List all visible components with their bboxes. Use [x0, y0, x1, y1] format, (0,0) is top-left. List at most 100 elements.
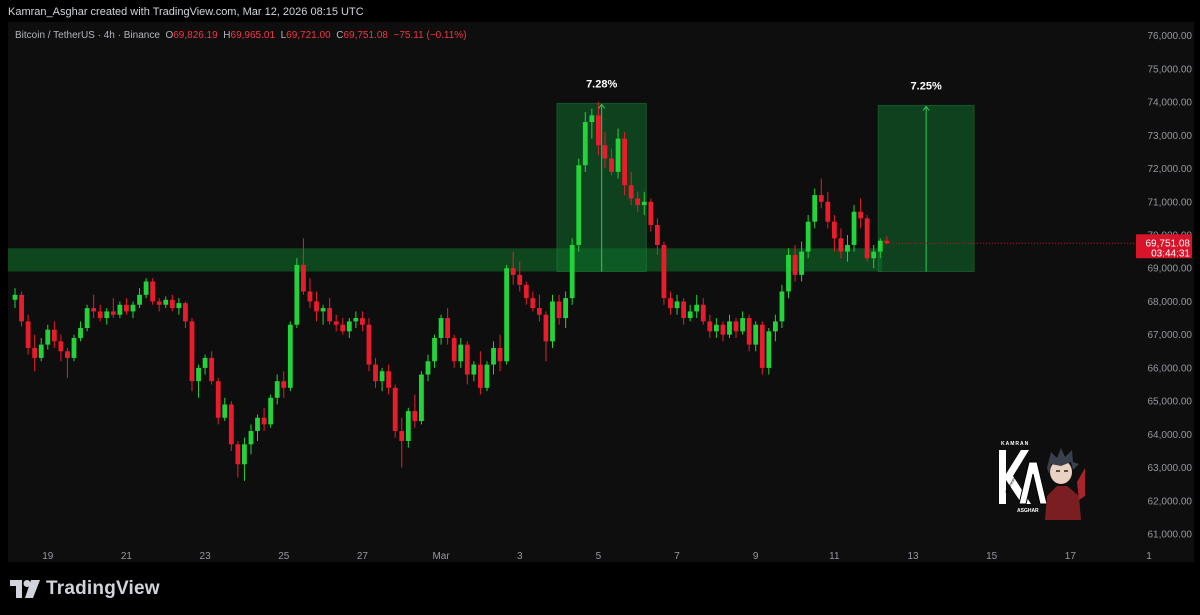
candle-body — [137, 294, 142, 305]
candle — [65, 347, 70, 378]
candle-body — [569, 244, 575, 299]
candle-body — [661, 244, 667, 299]
candle — [242, 437, 247, 481]
tradingview-logo[interactable]: TradingView — [10, 578, 160, 600]
candle-body — [412, 411, 418, 422]
candle-body — [451, 337, 457, 362]
watermark-bottom-text: ASGHAR — [1017, 508, 1039, 514]
candle — [818, 178, 824, 209]
candle-body — [242, 444, 247, 465]
candle — [399, 417, 405, 468]
candle-body — [438, 318, 444, 338]
y-tick-label: 76,000.00 — [1148, 31, 1193, 42]
projection-arrowhead-1 — [598, 103, 606, 109]
low-value: 69,721.00 — [286, 30, 331, 41]
candle — [681, 298, 687, 325]
candle-body — [654, 225, 660, 245]
x-tick-label: 9 — [753, 551, 759, 562]
last-price-badge-bg — [1136, 234, 1192, 259]
candle — [786, 248, 791, 299]
candle-body — [327, 308, 333, 322]
candle — [320, 304, 326, 325]
candle — [864, 215, 870, 262]
candle — [471, 361, 477, 382]
candle-body — [425, 361, 431, 375]
candle-body — [805, 221, 811, 252]
candle — [458, 337, 464, 368]
candle-body — [733, 321, 739, 332]
candle — [143, 278, 149, 299]
candle-body — [595, 115, 601, 146]
candle — [425, 354, 431, 382]
close-value: 69,751.08 — [343, 30, 388, 41]
candle-body — [668, 298, 673, 309]
candle — [759, 321, 765, 375]
candle — [884, 236, 890, 245]
candle — [589, 108, 595, 139]
candle-body — [281, 381, 287, 388]
candle-body — [189, 321, 195, 382]
candle — [550, 294, 555, 348]
high-value: 69,965.01 — [230, 30, 276, 41]
candle-body — [320, 308, 326, 312]
candle-body — [464, 344, 470, 375]
candle-body — [772, 321, 778, 332]
candle — [700, 298, 706, 325]
candle-body — [622, 138, 628, 186]
symbol-legend[interactable]: Bitcoin / TetherUS · 4h · Binance O69,82… — [15, 30, 467, 41]
candle-body — [681, 301, 687, 319]
candle — [228, 401, 234, 451]
candle — [392, 384, 398, 438]
tradingview-logo-icon — [10, 580, 40, 598]
candle — [674, 294, 680, 315]
candle-body — [392, 387, 398, 432]
candle — [124, 298, 129, 315]
x-tick-label: 11 — [829, 551, 840, 562]
candle — [799, 241, 804, 282]
candle — [412, 394, 418, 428]
candle-body — [582, 122, 588, 166]
tradingview-logo-text: TradingView — [46, 578, 160, 599]
candle-body — [228, 404, 234, 445]
candle-body — [818, 195, 824, 202]
projection-arrowhead-2 — [922, 105, 930, 111]
candle-body — [346, 321, 352, 332]
candle-body — [838, 238, 844, 252]
candle — [104, 308, 110, 325]
candle-body — [432, 337, 437, 362]
candle-body — [156, 301, 162, 305]
candle — [727, 314, 732, 338]
candle-body — [294, 264, 300, 325]
y-tick-label: 72,000.00 — [1148, 164, 1193, 175]
candle-body — [504, 268, 510, 362]
candle — [877, 238, 883, 259]
candle — [812, 188, 818, 229]
candle — [707, 314, 713, 338]
price-chart[interactable]: 7.28% 7.25% 61,000.00 62,000.00 63,000.00 64… — [8, 22, 1194, 562]
candle — [261, 407, 267, 432]
candle — [84, 304, 90, 332]
candle — [248, 424, 254, 455]
candle-body — [71, 337, 77, 358]
candle — [831, 215, 837, 252]
candle-body — [609, 158, 614, 172]
candle-body — [523, 284, 529, 299]
candle — [740, 311, 746, 335]
candle — [779, 284, 785, 329]
candle — [576, 158, 582, 252]
candle-body — [255, 417, 260, 432]
candle-body — [786, 254, 791, 292]
candle — [51, 321, 57, 348]
candle-body — [386, 371, 392, 388]
chart-frame[interactable]: 7.28% 7.25% 61,000.00 62,000.00 63,000.00 64… — [8, 22, 1194, 562]
candle-body — [130, 304, 136, 312]
candle — [360, 311, 365, 332]
candle — [130, 301, 136, 319]
candle-body — [478, 364, 483, 388]
candle — [805, 215, 811, 259]
candle — [746, 314, 752, 352]
open-label: O — [165, 30, 174, 41]
candle — [268, 394, 274, 428]
candle — [353, 311, 359, 329]
